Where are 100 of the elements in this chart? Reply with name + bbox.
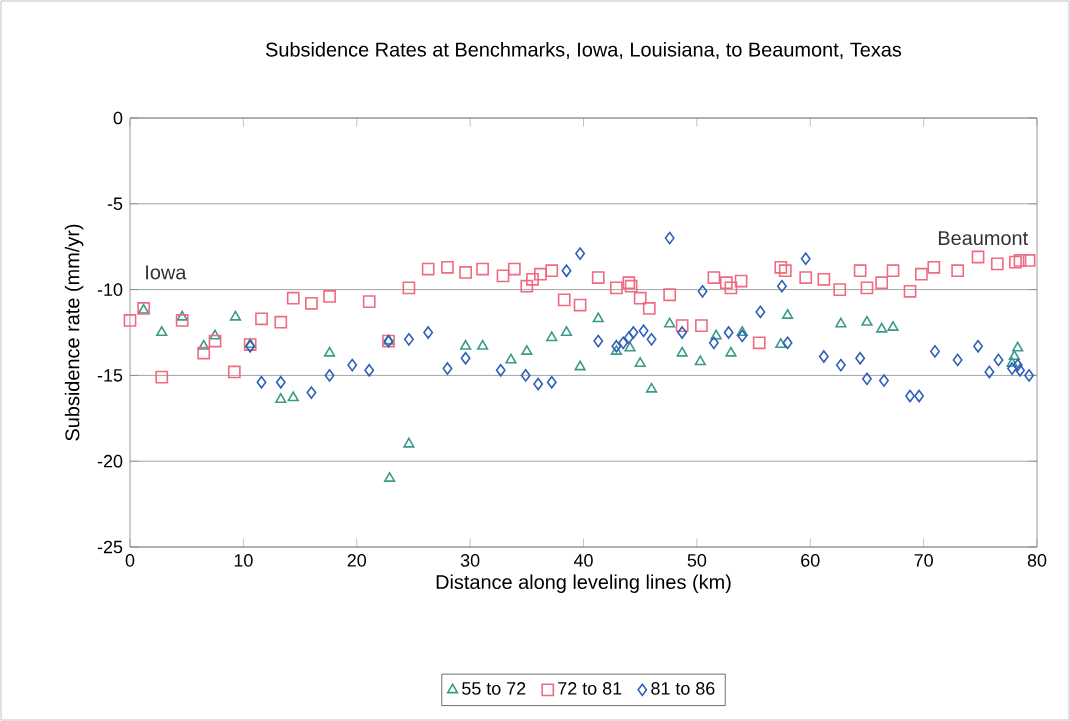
point xyxy=(197,346,211,360)
x-tick-label: 40 xyxy=(573,554,593,567)
point xyxy=(707,271,721,284)
point xyxy=(156,326,168,337)
point xyxy=(610,281,623,295)
point xyxy=(423,326,434,339)
point xyxy=(774,260,788,274)
y-tick-label: -20 xyxy=(97,454,123,468)
point xyxy=(855,351,866,365)
point xyxy=(878,374,889,387)
x-axis-title: Distance along leveling lines (km) xyxy=(436,574,731,593)
point xyxy=(633,291,647,305)
point xyxy=(198,339,210,350)
point xyxy=(546,375,557,389)
point xyxy=(818,350,829,363)
point xyxy=(421,262,435,276)
point xyxy=(886,264,900,278)
point xyxy=(817,272,831,286)
legend-label: 81 to 86 xyxy=(651,682,715,695)
point xyxy=(592,312,604,323)
point xyxy=(723,326,734,339)
point xyxy=(287,391,299,402)
point xyxy=(725,346,737,357)
point xyxy=(591,271,605,284)
x-tick-label: 70 xyxy=(914,554,933,567)
point xyxy=(618,336,629,350)
point xyxy=(1007,362,1018,375)
point xyxy=(782,336,793,350)
point xyxy=(229,310,242,321)
point xyxy=(323,290,336,303)
point xyxy=(364,363,375,377)
point xyxy=(256,375,267,389)
point xyxy=(476,262,489,276)
y-tick-label: 0 xyxy=(113,111,123,125)
point xyxy=(1012,358,1023,372)
point xyxy=(694,355,706,366)
point xyxy=(914,267,928,281)
point xyxy=(175,314,189,327)
point xyxy=(286,291,300,305)
point xyxy=(623,331,634,345)
point xyxy=(664,231,675,245)
point xyxy=(778,264,792,278)
point xyxy=(993,353,1004,367)
point xyxy=(708,336,719,350)
point xyxy=(663,288,677,302)
point xyxy=(507,262,521,276)
point xyxy=(853,264,867,278)
point xyxy=(887,320,899,331)
point xyxy=(724,281,738,295)
point xyxy=(209,329,221,340)
point xyxy=(952,353,963,367)
point xyxy=(1006,357,1018,367)
x-tick-label: 80 xyxy=(1027,554,1047,567)
point xyxy=(645,382,658,393)
point xyxy=(557,293,571,307)
point xyxy=(755,305,766,319)
point xyxy=(676,346,688,357)
x-tick-label: 10 xyxy=(234,554,253,567)
y-tick-label: -5 xyxy=(107,197,123,211)
point xyxy=(800,252,811,266)
x-tick-label: 30 xyxy=(460,554,480,567)
point xyxy=(155,370,169,384)
point xyxy=(533,377,544,391)
point xyxy=(611,339,622,353)
point xyxy=(675,319,689,333)
point xyxy=(736,326,748,337)
point xyxy=(403,437,415,448)
point xyxy=(835,317,847,328)
point xyxy=(971,250,985,264)
point xyxy=(403,332,414,346)
y-tick-label: -25 xyxy=(97,540,123,554)
point xyxy=(697,284,708,298)
point xyxy=(362,295,376,308)
point xyxy=(646,332,657,346)
point xyxy=(476,339,489,350)
point xyxy=(1024,369,1035,382)
point xyxy=(973,339,984,353)
point xyxy=(905,389,916,403)
point xyxy=(573,298,587,312)
annotation: Iowa xyxy=(146,265,187,280)
annotation: Beaumont xyxy=(938,231,1029,246)
x-tick-label: 60 xyxy=(801,554,820,567)
point xyxy=(990,257,1004,271)
point xyxy=(1012,341,1024,352)
point xyxy=(441,260,454,274)
point xyxy=(274,315,288,329)
point xyxy=(710,329,722,340)
point xyxy=(593,334,604,348)
point xyxy=(505,353,517,364)
point xyxy=(861,315,873,326)
point xyxy=(634,357,646,367)
point xyxy=(442,362,453,375)
point xyxy=(495,363,506,377)
point xyxy=(1022,254,1036,267)
point xyxy=(734,274,748,288)
point xyxy=(642,302,656,315)
point xyxy=(520,279,534,293)
point xyxy=(561,264,572,278)
point xyxy=(799,271,813,284)
x-tick-label: 0 xyxy=(125,554,135,567)
